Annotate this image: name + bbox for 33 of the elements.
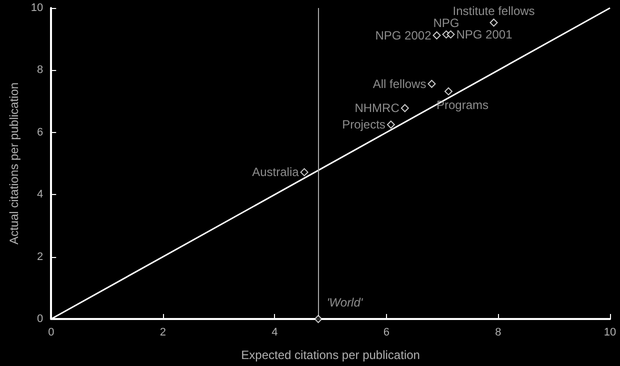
x-tick-label: 6	[383, 326, 390, 338]
y-tick-label: 8	[37, 64, 44, 76]
point	[446, 30, 455, 38]
x-tick-label: 4	[272, 326, 278, 338]
x-tick-label: 0	[48, 326, 54, 338]
point	[300, 168, 308, 176]
annotation: All fellows	[372, 76, 426, 91]
annotation: Programs	[436, 98, 488, 112]
point	[444, 87, 452, 96]
annotation: 'World'	[326, 296, 364, 310]
y-tick-label: 10	[30, 2, 44, 14]
y-tick-label: 2	[37, 250, 44, 263]
annotation: Projects	[342, 118, 386, 132]
x-tick-label: 8	[495, 326, 502, 338]
x-tick-label: 10	[604, 326, 616, 338]
point	[432, 31, 441, 40]
point	[490, 18, 498, 27]
annotation: NPG	[433, 16, 460, 30]
x-tick-label: 2	[160, 326, 166, 338]
annotation: Institute fellows	[452, 4, 535, 18]
point	[314, 315, 322, 323]
annotation: NHMRC	[354, 101, 400, 116]
y-axis-title: Actual citations per publication	[7, 82, 21, 245]
y-tick-label: 0	[37, 313, 44, 325]
point	[400, 104, 409, 112]
x-axis-title: Expected citations per publication	[241, 348, 420, 362]
point	[386, 120, 395, 129]
annotation: Australia	[252, 165, 300, 180]
y-tick-label: 4	[37, 188, 44, 201]
point	[428, 80, 436, 88]
annotation: NPG 2001	[456, 27, 513, 42]
annotation: NPG 2002	[375, 28, 432, 42]
y-tick-label: 6	[37, 126, 44, 138]
